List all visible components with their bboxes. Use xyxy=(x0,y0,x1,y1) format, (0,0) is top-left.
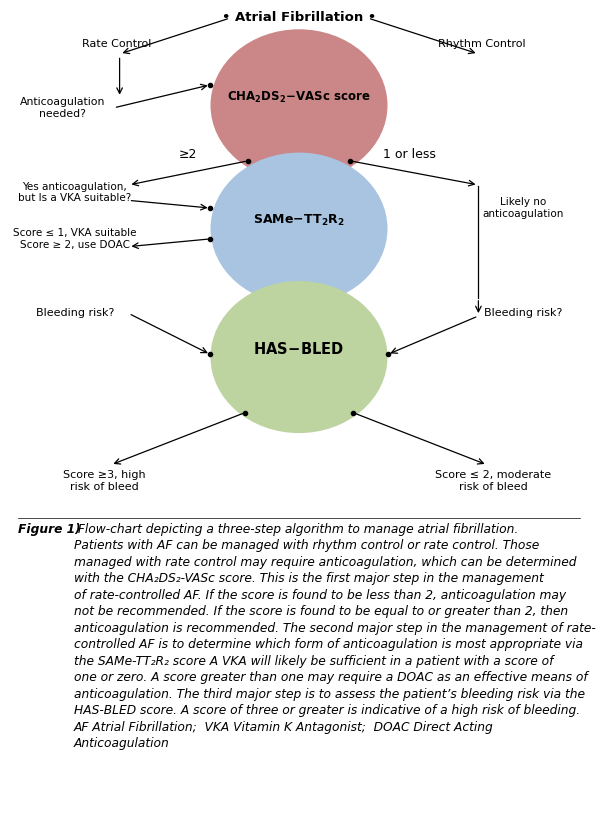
Text: Rate Control: Rate Control xyxy=(82,39,151,48)
Text: $\mathbf{CHA_2DS_2\!-\!VASc\ score}$: $\mathbf{CHA_2DS_2\!-\!VASc\ score}$ xyxy=(227,90,371,105)
Text: $\mathbf{HAS\!-\!BLED}$: $\mathbf{HAS\!-\!BLED}$ xyxy=(254,341,344,358)
Text: Score ≤ 2, moderate
risk of bleed: Score ≤ 2, moderate risk of bleed xyxy=(435,470,551,492)
Text: $\mathbf{SAMe\!-\!TT_2R_2}$: $\mathbf{SAMe\!-\!TT_2R_2}$ xyxy=(253,214,345,229)
Text: Anticoagulation
needed?: Anticoagulation needed? xyxy=(20,97,105,118)
Text: ≥2: ≥2 xyxy=(179,148,197,160)
Text: • Atrial Fibrillation •: • Atrial Fibrillation • xyxy=(222,12,376,25)
Circle shape xyxy=(210,153,388,305)
Circle shape xyxy=(210,281,388,433)
Text: Score ≤ 1, VKA suitable
Score ≥ 2, use DOAC: Score ≤ 1, VKA suitable Score ≥ 2, use D… xyxy=(13,228,136,250)
Bar xyxy=(280,136,318,179)
Polygon shape xyxy=(270,264,328,284)
Text: Figure 1): Figure 1) xyxy=(18,523,81,536)
Text: 1 or less: 1 or less xyxy=(383,148,436,160)
Text: Rhythm Control: Rhythm Control xyxy=(438,39,525,48)
Polygon shape xyxy=(270,136,328,155)
Text: Yes anticoagulation,
but Is a VKA suitable?: Yes anticoagulation, but Is a VKA suitab… xyxy=(18,182,132,204)
Text: Score ≥3, high
risk of bleed: Score ≥3, high risk of bleed xyxy=(63,470,146,492)
Text: Bleeding risk?: Bleeding risk? xyxy=(35,308,114,318)
Text: Likely no
anticoagulation: Likely no anticoagulation xyxy=(483,197,564,219)
Text: Flow-chart depicting a three-step algorithm to manage atrial fibrillation.
Patie: Flow-chart depicting a three-step algori… xyxy=(74,523,595,750)
Circle shape xyxy=(210,30,388,182)
Text: Bleeding risk?: Bleeding risk? xyxy=(484,308,563,318)
Bar xyxy=(280,264,318,302)
